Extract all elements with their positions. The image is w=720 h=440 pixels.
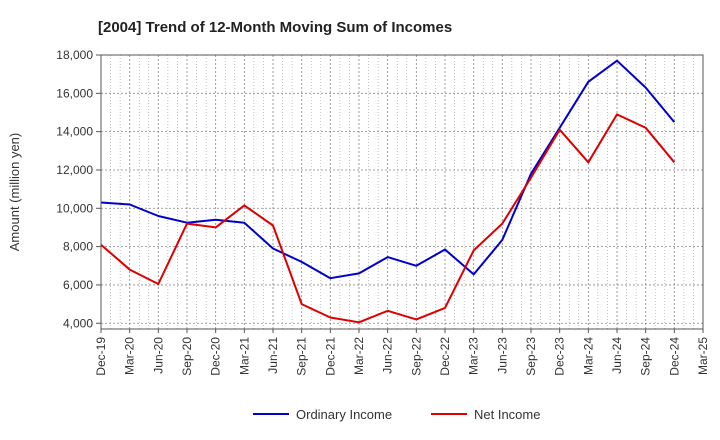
legend-label-net-income: Net Income [474, 407, 540, 422]
x-tick-label: Jun-20 [151, 337, 165, 374]
x-tick-label: Mar-23 [467, 337, 481, 375]
y-tick-label: 14,000 [56, 125, 93, 139]
x-tick-label: Jun-24 [610, 337, 624, 374]
x-tick-label: Jun-22 [381, 337, 395, 374]
y-tick-label: 8,000 [63, 240, 93, 254]
x-tick-label: Dec-23 [553, 337, 567, 376]
y-tick-label: 12,000 [56, 163, 93, 177]
x-tick-label: Sep-24 [639, 337, 653, 376]
plot-frame [100, 54, 704, 330]
x-tick-label: Mar-21 [237, 337, 251, 375]
chart-title: [2004] Trend of 12-Month Moving Sum of I… [98, 19, 452, 36]
x-tick-label: Dec-24 [667, 337, 681, 376]
y-axis-ticks: 4,000 6,000 8,000 10,000 12,000 14,000 16,000 1… [56, 48, 101, 330]
x-tick-label: Mar-20 [123, 337, 137, 375]
x-tick-label: Dec-20 [209, 337, 223, 376]
x-axis-ticks: Dec-19 Mar-20 Jun-20 Sep-20 Dec-20 Mar-21 Jun-… [94, 329, 710, 376]
x-tick-label: Sep-20 [180, 337, 194, 376]
legend-label-ordinary-income: Ordinary Income [296, 407, 392, 422]
legend: Ordinary Income Net Income [253, 407, 540, 422]
x-tick-label: Jun-21 [266, 337, 280, 374]
x-tick-label: Dec-19 [94, 337, 108, 376]
x-tick-label: Sep-21 [295, 337, 309, 376]
data-lines [100, 59, 676, 324]
x-tick-label: Mar-22 [352, 337, 366, 375]
x-tick-label: Mar-24 [581, 337, 595, 375]
gridlines [100, 54, 704, 329]
x-tick-label: Sep-22 [409, 337, 423, 376]
series-line-ordinary-income [100, 59, 676, 280]
y-tick-label: 4,000 [63, 316, 93, 330]
x-tick-label: Dec-21 [323, 337, 337, 376]
y-tick-label: 16,000 [56, 86, 93, 100]
x-tick-label: Mar-25 [696, 337, 710, 375]
y-axis-label: Amount (million yen) [7, 133, 22, 252]
x-tick-label: Jun-23 [495, 337, 509, 374]
y-tick-label: 10,000 [56, 201, 93, 215]
x-tick-label: Dec-22 [438, 337, 452, 376]
series-line-net-income [100, 113, 676, 324]
y-tick-label: 18,000 [56, 48, 93, 62]
y-tick-label: 6,000 [63, 278, 93, 292]
x-tick-label: Sep-23 [524, 337, 538, 376]
